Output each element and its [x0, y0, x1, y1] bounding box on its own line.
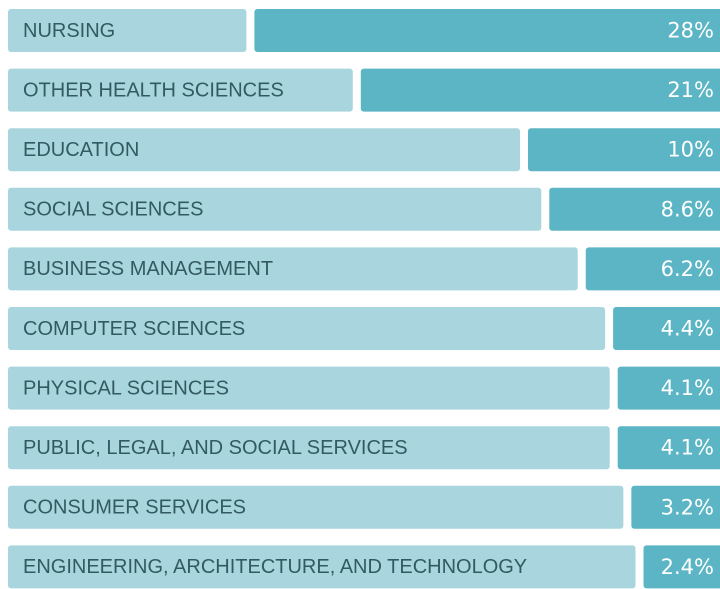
value-label: 6.2% — [661, 257, 714, 281]
value-label: 4.1% — [661, 436, 714, 460]
row-background — [8, 247, 578, 291]
value-label: 10% — [667, 138, 714, 162]
category-label: ENGINEERING, ARCHITECTURE, AND TECHNOLOG… — [23, 556, 527, 578]
bar — [549, 187, 720, 231]
row-background — [8, 545, 636, 589]
value-label: 21% — [667, 78, 714, 102]
category-label: PHYSICAL SCIENCES — [23, 377, 229, 399]
row-background — [8, 68, 353, 112]
bar — [643, 545, 720, 589]
category-label: NURSING — [23, 20, 115, 42]
value-label: 4.4% — [661, 317, 714, 341]
bar — [528, 128, 720, 172]
row-background — [8, 307, 606, 350]
bar — [617, 426, 720, 470]
value-label: 8.6% — [661, 197, 714, 221]
row-background — [8, 485, 624, 529]
row-background — [8, 366, 610, 410]
row-background — [8, 426, 610, 470]
value-label: 2.4% — [661, 555, 714, 579]
category-label: EDUCATION — [23, 139, 139, 161]
category-label: OTHER HEALTH SCIENCES — [23, 79, 284, 101]
row-background — [8, 187, 542, 231]
value-label: 28% — [667, 19, 714, 43]
row-background — [8, 9, 247, 52]
bar — [613, 307, 720, 350]
value-label: 3.2% — [661, 495, 714, 519]
bar — [617, 366, 720, 410]
row-background — [8, 128, 520, 172]
bar — [631, 485, 720, 529]
bar — [254, 9, 720, 52]
category-label: SOCIAL SCIENCES — [23, 199, 203, 221]
category-label: CONSUMER SERVICES — [23, 497, 246, 519]
bar — [360, 68, 720, 112]
category-label: COMPUTER SCIENCES — [23, 318, 245, 340]
value-label: 4.1% — [661, 376, 714, 400]
category-label: PUBLIC, LEGAL, AND SOCIAL SERVICES — [23, 437, 408, 459]
category-label: BUSINESS MANAGEMENT — [23, 258, 273, 280]
bar — [585, 247, 720, 291]
